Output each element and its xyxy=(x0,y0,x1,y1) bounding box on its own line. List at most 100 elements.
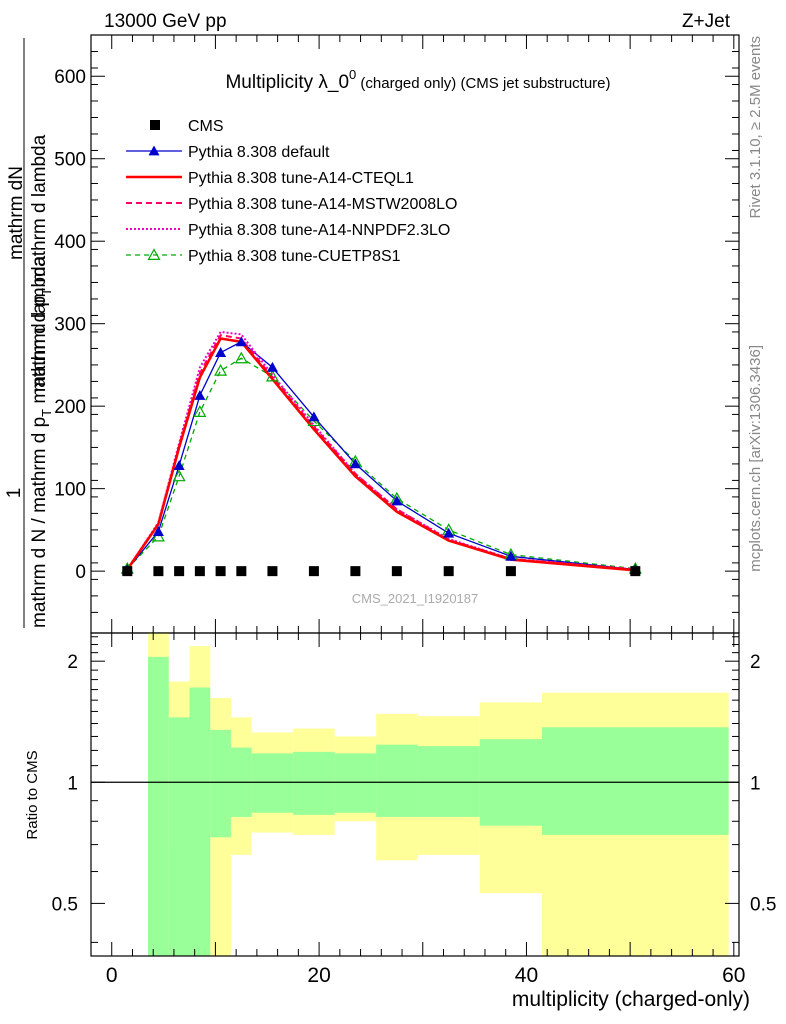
legend-label-cuetp8s1: Pythia 8.308 tune-CUETP8S1 xyxy=(188,248,401,265)
ratio-band-inner xyxy=(210,729,231,838)
marker-cms xyxy=(215,566,226,577)
series-line-default xyxy=(126,341,636,571)
legend-label-cms: CMS xyxy=(188,118,224,135)
ratio-bands xyxy=(148,633,729,956)
marker-default xyxy=(173,460,185,470)
ylabel-numerator-line2: mathrm d pT mathrm d lambda xyxy=(29,134,54,392)
marker-cuetp8s1 xyxy=(193,405,207,417)
ratio-band-inner xyxy=(168,717,190,956)
x-axis-label: multiplicity (charged-only) xyxy=(512,988,750,1011)
main-ylabel: 1 mathrm dN mathrm d pT mathrm d lambda … xyxy=(4,38,54,628)
series-line-cteql1 xyxy=(126,337,636,572)
ratio-y-tick-label: 1 xyxy=(67,773,78,794)
watermark: CMS_2021_I1920187 xyxy=(352,591,479,606)
x-tick-label: 20 xyxy=(307,964,330,987)
ratio-axes: 0.5 0.51 12 20 20 40 60 xyxy=(52,633,776,987)
x-tick-label: 40 xyxy=(515,964,538,987)
main-y-tick-label: 200 xyxy=(54,397,86,418)
marker-cuetp8s1 xyxy=(234,351,248,364)
main-y-tick-label: 500 xyxy=(54,150,86,171)
legend-label-nnpdf: Pythia 8.308 tune-A14-NNPDF2.3LO xyxy=(188,222,450,239)
marker-default xyxy=(391,495,403,506)
legend: CMS Pythia 8.308 default Pythia 8.308 tune… xyxy=(126,118,457,265)
ylabel-denominator: mathrm d N / mathrm d pT mathrm d lambda xyxy=(29,255,54,628)
marker-cuetp8s1 xyxy=(265,369,279,382)
ratio-band-inner xyxy=(376,744,418,817)
ylabel-num2-sub: T xyxy=(39,288,54,296)
marker-default xyxy=(349,458,361,469)
ratio-band-inner xyxy=(189,687,211,956)
ratio-band-inner xyxy=(334,753,377,813)
marker-cms xyxy=(350,566,361,577)
marker-cms xyxy=(505,566,516,577)
header-process-label: Z+Jet xyxy=(682,11,731,32)
ratio-band-inner xyxy=(417,746,480,817)
main-y-tick-label: 300 xyxy=(54,315,86,336)
legend-marker-cms xyxy=(150,120,160,130)
marker-default xyxy=(215,347,227,357)
marker-cms xyxy=(153,566,164,577)
ylabel-den-tail: mathrm d lambda xyxy=(29,255,50,409)
main-y-tick-label: 600 xyxy=(54,67,86,88)
marker-cms xyxy=(630,566,641,577)
plot-title-tail: (charged only) (CMS jet substructure) xyxy=(356,75,610,92)
marker-default xyxy=(194,389,206,400)
legend-marker-cuetp8s1 xyxy=(147,248,161,260)
marker-cms xyxy=(194,566,205,577)
marker-cms xyxy=(443,566,454,577)
ylabel-den-sub: T xyxy=(39,409,54,417)
series-line-nnpdf xyxy=(126,330,636,571)
legend-label-default: Pythia 8.308 default xyxy=(188,144,330,161)
marker-cms xyxy=(391,566,402,577)
marker-cms xyxy=(267,566,278,577)
marker-default xyxy=(266,361,278,372)
ylabel-den-main: mathrm d N / mathrm d p xyxy=(29,417,50,628)
ratio-ylabel: Ratio to CMS xyxy=(24,750,41,839)
marker-cuetp8s1 xyxy=(214,363,228,376)
legend-label-mstw: Pythia 8.308 tune-A14-MSTW2008LO xyxy=(188,196,457,213)
x-tick-label: 0 xyxy=(106,964,118,987)
mcplots-label: mcplots.cern.ch [arXiv:1306.3436] xyxy=(747,345,764,572)
ratio-y-tick-label-right: 0.5 xyxy=(750,894,776,915)
ratio-band-inner xyxy=(293,751,335,815)
main-y-tick-label: 400 xyxy=(54,232,86,253)
rivet-version-label: Rivet 3.1.10, ≥ 2.5M events xyxy=(747,36,764,219)
ratio-band-inner xyxy=(148,656,169,956)
ratio-y-tick-label: 2 xyxy=(67,652,78,673)
plot-title: Multiplicity λ_00 (charged only) (CMS je… xyxy=(225,67,610,93)
plot-title-main: Multiplicity λ_0 xyxy=(225,72,349,93)
series-line-cuetp8s1 xyxy=(126,357,636,570)
legend-label-cteql1: Pythia 8.308 tune-A14-CTEQL1 xyxy=(188,170,414,187)
ylabel-numerator: mathrm dN xyxy=(6,166,27,260)
marker-default xyxy=(235,336,247,347)
marker-cms xyxy=(308,566,319,577)
marker-cms xyxy=(174,566,185,577)
marker-cms xyxy=(122,566,133,577)
x-tick-label: 60 xyxy=(722,964,745,987)
main-axes: 0 100 200 300 400 500 600 xyxy=(54,35,739,633)
marker-default xyxy=(308,411,320,422)
ratio-y-tick-label: 0.5 xyxy=(52,894,78,915)
ylabel-num-line1: mathrm dN xyxy=(6,166,27,260)
legend-marker-default xyxy=(148,145,160,156)
ratio-band-inner xyxy=(251,753,294,813)
marker-cms xyxy=(236,566,247,577)
marker-default xyxy=(443,527,455,538)
ratio-y-tick-label-right: 2 xyxy=(750,652,761,673)
header-energy-label: 13000 GeV pp xyxy=(104,11,227,32)
ylabel-num2-main: mathrm d p xyxy=(29,296,50,392)
ratio-panel-frame xyxy=(90,632,740,957)
main-y-tick-label: 100 xyxy=(54,480,86,501)
main-y-tick-label: 0 xyxy=(75,562,86,583)
main-series xyxy=(120,330,642,577)
ylabel-num2-tail: mathrm d lambda xyxy=(29,134,50,288)
ylabel-fraction-one: 1 xyxy=(4,488,25,499)
main-panel: 0 100 200 300 400 500 600 CMS_2021_I1920187 Mu… xyxy=(54,34,740,634)
marker-cuetp8s1 xyxy=(172,469,186,482)
ratio-y-tick-label-right: 1 xyxy=(750,773,761,794)
marker-default xyxy=(152,526,164,536)
ratio-panel: 0.5 0.51 12 20 20 40 60 xyxy=(52,632,776,987)
plot-title-superscript: 0 xyxy=(349,67,356,82)
marker-default xyxy=(505,550,517,561)
